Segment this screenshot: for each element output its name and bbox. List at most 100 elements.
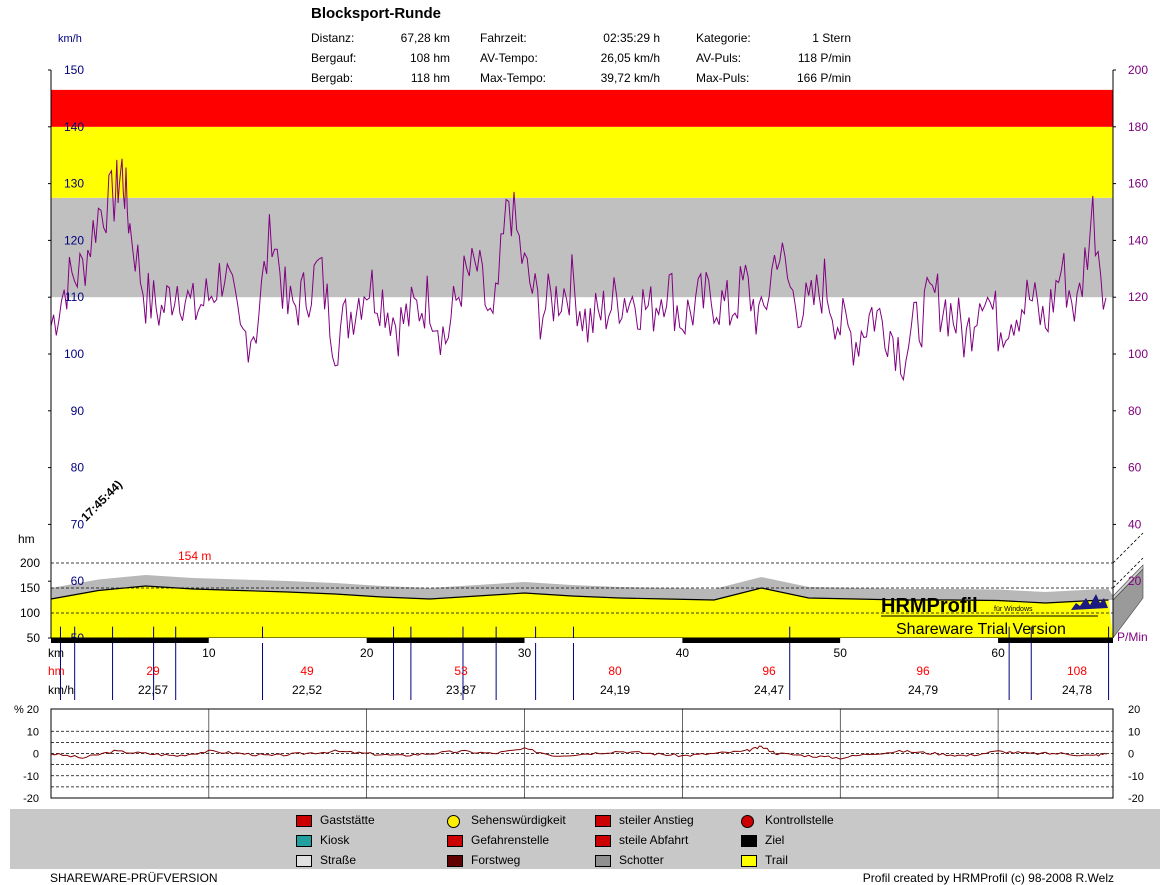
footer-right: Profil created by HRMProfil (c) 98-2008 … [862,871,1114,885]
footer-left: SHAREWARE-PRÜFVERSION [50,871,218,885]
grade-tick-right: 20 [1128,704,1140,716]
profile-3d-guides [1112,532,1144,589]
x-tick-label: 40 [676,646,690,660]
legend-label: Kontrollstelle [765,813,834,827]
height-tick-label: 100 [20,606,40,620]
stat-label: Fahrzeit: [480,31,527,45]
height-tick-label: 50 [27,631,41,645]
left-tick-label: 150 [64,63,84,77]
steep-ascent-icon [595,815,611,827]
summary-kmh-value: 22,57 [138,683,168,697]
summary-kmh-value: 23,87 [446,683,476,697]
summary-hm-value: 96 [762,664,776,678]
right-tick-label: 180 [1128,120,1148,134]
gravel-icon [595,855,611,867]
stat-value: 1 Stern [812,31,851,45]
left-tick-label: 100 [64,347,84,361]
km-ruler-segment [998,638,1113,643]
hr-zone-band [51,197,1113,298]
steep-descent-icon [595,835,611,847]
stat-value: 118 P/min [797,51,851,65]
legend-label: Kiosk [320,833,350,847]
right-tick-label: 120 [1128,290,1148,304]
stat-label: Distanz: [311,31,355,45]
km-ruler-segment [51,638,209,643]
watermark-trial: Shareware Trial Version [896,621,1066,638]
legend-label: Trail [765,853,788,867]
grade-tick-right: -20 [1128,793,1144,805]
right-tick-label: 40 [1128,517,1142,531]
summary-kmh-value: 24,47 [754,683,784,697]
grade-tick-right: -10 [1128,771,1144,783]
x-tick-label: 20 [360,646,374,660]
stat-label: Kategorie: [696,31,751,45]
stat-value: 26,05 km/h [600,51,660,65]
summary-kmh-label: km/h [48,683,74,697]
legend-panel: Gaststätte Kiosk Straße Sehenswürdigkeit Gef… [10,809,1160,869]
left-tick-label: 90 [71,404,85,418]
left-tick-label: 140 [64,120,84,134]
legend-label: Ziel [765,833,785,847]
right-tick-label: 140 [1128,233,1148,247]
x-tick-label: 50 [834,646,848,660]
summary-hm-value: 49 [300,664,314,678]
height-axis-unit: hm [18,532,35,546]
right-tick-label: 20 [1128,574,1142,588]
right-tick-label: 160 [1128,177,1148,191]
left-tick-label: 60 [71,574,85,588]
stop-icon [741,815,754,828]
stat-value: 108 hm [409,51,450,65]
gravel-band [51,575,1113,603]
distance-marker-label: 154 m [178,549,211,563]
x-tick-label: 60 [991,646,1005,660]
left-tick-label: 130 [64,177,84,191]
kiosk-icon [296,835,312,847]
stat-label: Bergab: [311,71,354,85]
heart-rate-line [50,158,1107,382]
stat-label: Max-Tempo: [480,71,547,85]
legend-label: steile Abfahrt [619,833,689,847]
legend-label: Schotter [619,853,664,867]
summary-hm-label: hm [48,664,65,678]
summary-kmh-value: 22,52 [292,683,322,697]
elevation-line [50,585,1109,604]
stat-value: 118 hm [410,71,450,85]
summary-hm-value: 108 [1067,664,1087,678]
km-ruler-segment [208,638,367,643]
km-ruler-segment [366,638,525,643]
house-icon [296,815,312,827]
summary-hm-value: 80 [608,664,622,678]
summary-kmh-value: 24,78 [1062,683,1092,697]
grade-tick-left: -10 [23,771,39,783]
right-tick-label: 100 [1128,347,1148,361]
grade-tick-left: 20 [27,704,39,716]
grade-line [50,745,1107,760]
stat-value: 02:35:29 h [603,31,660,45]
summary-kmh-value: 24,79 [908,683,938,697]
grade-unit: % [14,704,24,716]
left-tick-label: 120 [64,233,84,247]
road-icon [296,855,312,867]
stat-label: Bergauf: [311,51,357,65]
grade-tick-right: 0 [1128,749,1134,761]
danger-icon [447,835,463,847]
km-ruler-segment [840,638,999,643]
chart-title: Blocksport-Runde [311,5,442,22]
grade-tick-left: 0 [33,749,39,761]
right-tick-label: 80 [1128,404,1142,418]
x-tick-label: 10 [202,646,216,660]
summary-hm-value: 53 [454,664,468,678]
smiley-icon [447,815,460,828]
legend-label: Straße [320,853,357,867]
stat-label: AV-Puls: [696,51,742,65]
legend-label: steiler Anstieg [619,813,694,827]
time-marker-label: 17:45:44) [78,477,125,524]
summary-hm-value: 29 [146,664,160,678]
grade-tick-left: -20 [23,793,39,805]
stat-value: 67,28 km [400,31,450,45]
right-tick-label: 200 [1128,63,1148,77]
left-axis-unit: km/h [58,33,82,45]
left-tick-label: 110 [65,290,84,304]
legend-label: Forstweg [471,853,521,867]
